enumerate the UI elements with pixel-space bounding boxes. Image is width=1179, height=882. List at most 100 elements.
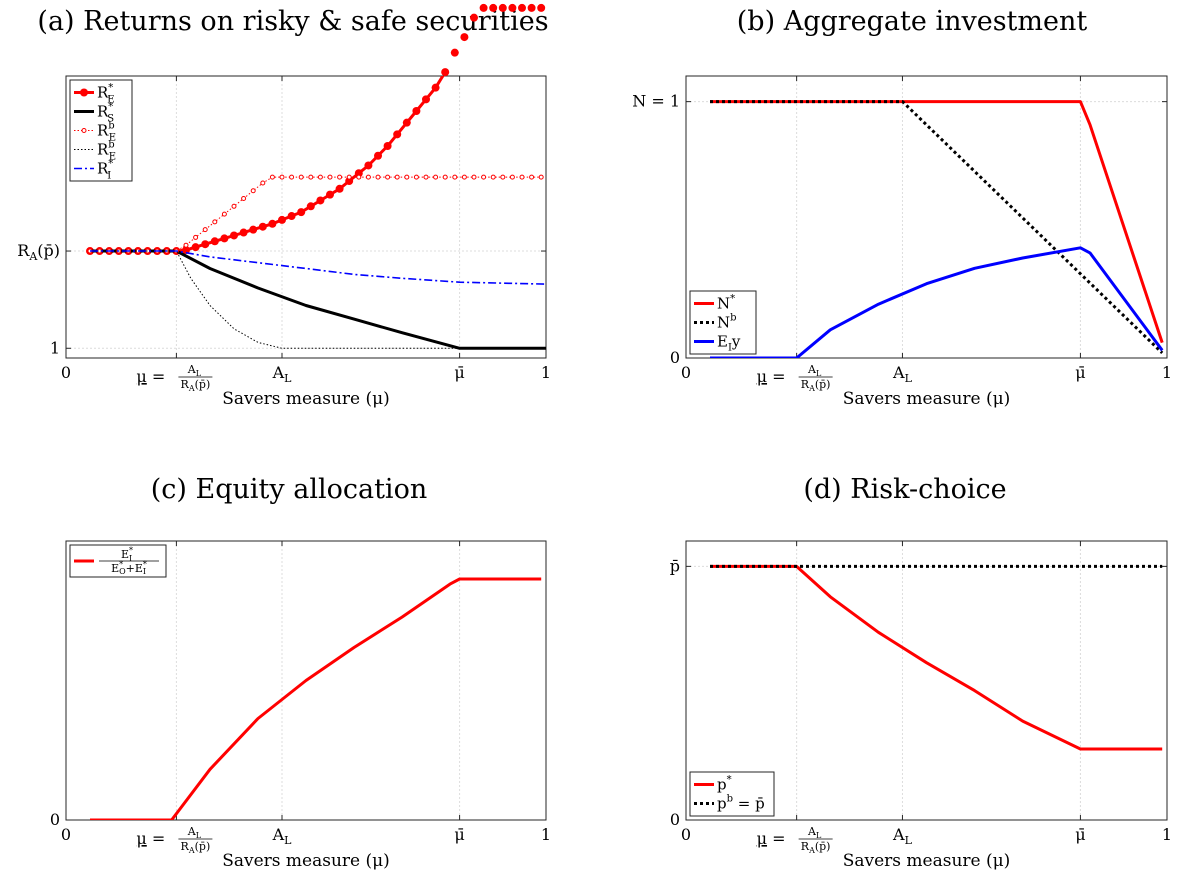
panel-a-series-2-point [423,174,429,180]
panel-a-ytick-label: RA(p̄) [17,241,60,263]
panel-d-axes-box [685,540,1168,821]
panel-c-xtick-label-num: AL [187,825,202,840]
panel-a-legend-label: R* E [97,83,115,106]
panel-a-series-2-point [452,174,458,180]
panel-c-xlabel: Savers measure (μ) [222,851,390,871]
panel-a-series-2-point [221,211,227,217]
panel-d-legend-box [689,771,775,817]
panel-a-xtick-label: μ = [136,367,165,386]
panel-b-xtick-label: μ̄ [1075,363,1085,382]
panel-a-series-2-point [289,174,295,180]
panel-a-xtick-label: 0 [61,363,71,382]
panel-a-series-2-point [385,174,391,180]
panel-a-series-0-point [249,225,258,234]
panel-c-xtick-label: μ̄ [454,825,464,844]
panel-a-xtick-label-den: RA(p̄) [181,378,211,393]
panel-d-xtick-label: μ̄ [1075,825,1085,844]
panel-b-legend-label: Nb [717,313,737,332]
panel-c-ytick-label: 0 [50,810,60,829]
panel-a-title: (a) Returns on risky & safe securities [37,6,548,37]
panel-a-series-2-point [365,174,371,180]
panel-a-series-0-point [191,243,200,252]
panel-a-series-0-point [316,196,325,205]
panel-a-series-0-point [489,3,498,12]
panel-a-series-0-point [239,228,248,237]
panel-c-axes-box [65,540,547,821]
panel-a-series-2-point [509,174,515,180]
panel-a-series-0-point [450,48,459,57]
panel-a-legend-marker [81,128,87,133]
panel-a-series-2-point [413,174,419,180]
panel-d-xlabel: Savers measure (μ) [843,851,1011,871]
panel-b-ytick-label: N = 1 [632,92,680,111]
panel-d-xtick-label: μ = [757,829,786,848]
panel-a-series-0-point [441,68,450,77]
panel-a-series-0-point [287,212,296,221]
panel-a-series-2-point [346,174,352,180]
panel-a-legend-box [69,79,133,182]
panel-a-series-2-point [356,174,362,180]
panel-a-legend-label: R* S [97,102,114,125]
panel-c-xtick-label: 0 [61,825,71,844]
panel-d-legend-label: pb = p̄ [717,794,765,813]
panel-a-xtick-label-num: AL [187,363,202,378]
panel-d-title: (d) Risk-choice [803,474,1006,505]
panel-a-series-0-line [90,76,445,253]
panel-d-ytick-label: 0 [670,810,680,829]
panel-b-legend-label: EIy [717,333,741,354]
panel-a-series-2-point [529,174,535,180]
panel-c-series-0-line [90,577,542,820]
panel-a-series-3-line [90,250,546,349]
panel-a-series-4-line [90,250,546,285]
panel-a-series-2-point [241,196,247,202]
panel-a-series-0-point [230,231,238,240]
panel-a-series-2-point [269,174,275,180]
panel-a-series-0-point [306,202,315,211]
panel-a-xtick-label: 1 [541,363,551,382]
panel-b-xtick-label: μ = [757,367,786,386]
panel-c-title: (c) Equity allocation [151,474,427,505]
panel-a-series-2-point [202,227,208,233]
panel-b-xtick-label-num: AL [807,363,822,378]
panel-a-series-0-point [258,222,267,231]
panel-a-series-2-point [193,234,199,240]
panel-d-xtick-label: AL [892,825,913,847]
panel-a-series-0-point [326,190,334,199]
panel-a-series-2-point [212,219,218,225]
panel-a-ytick-label: 1 [50,338,60,357]
panel-d-series-0-line [710,564,1163,751]
panel-a-xtick-label: AL [272,363,293,385]
panel-a-series-0-point [374,151,382,160]
panel-a-series-0-point [498,3,507,12]
panel-a-series-0-point [393,130,402,139]
panel-a-series-2-point [538,174,544,180]
panel-b-xlabel: Savers measure (μ) [843,389,1011,409]
panel-a-series-2-point [461,174,467,180]
panel-b-xtick-label: 1 [1162,363,1172,382]
panel-a-legend-marker [80,88,88,97]
panel-a-series-0-point [335,184,344,193]
panel-a-series-0-point [470,13,478,22]
panel-a-series-0-point [431,83,440,92]
panel-a-series-0-point [460,33,469,42]
panel-a-series-2-point [500,174,506,180]
panel-b-xtick-label: AL [892,363,913,385]
panel-b-axes-box [685,75,1168,359]
panel-a-series-0-point [297,208,306,217]
panel-a-axes-box [65,75,547,359]
panel-a-legend-label: Rb E [97,121,116,144]
panel-a-series-0-point [278,215,286,224]
panel-a-series-0-point [412,107,421,116]
panel-a-series-2-point [327,174,333,180]
panel-a-series-2-point [250,188,256,194]
panel-a-series-2-point [442,174,448,180]
panel-a-series-0-point [383,142,392,151]
panel-a-series-2-point [260,180,266,186]
panel-a-xtick-label: μ̄ [454,363,464,382]
panel-a-series-0-point [537,3,546,12]
panel-a-series-0-point [508,3,517,12]
panel-a-series-2-line [90,176,542,252]
panel-a-series-0-point [268,219,277,228]
